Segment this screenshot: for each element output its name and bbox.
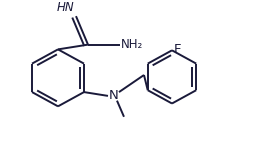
Text: HN: HN bbox=[56, 1, 74, 14]
Text: F: F bbox=[174, 43, 181, 56]
Text: NH₂: NH₂ bbox=[121, 38, 143, 51]
Text: N: N bbox=[109, 89, 119, 102]
